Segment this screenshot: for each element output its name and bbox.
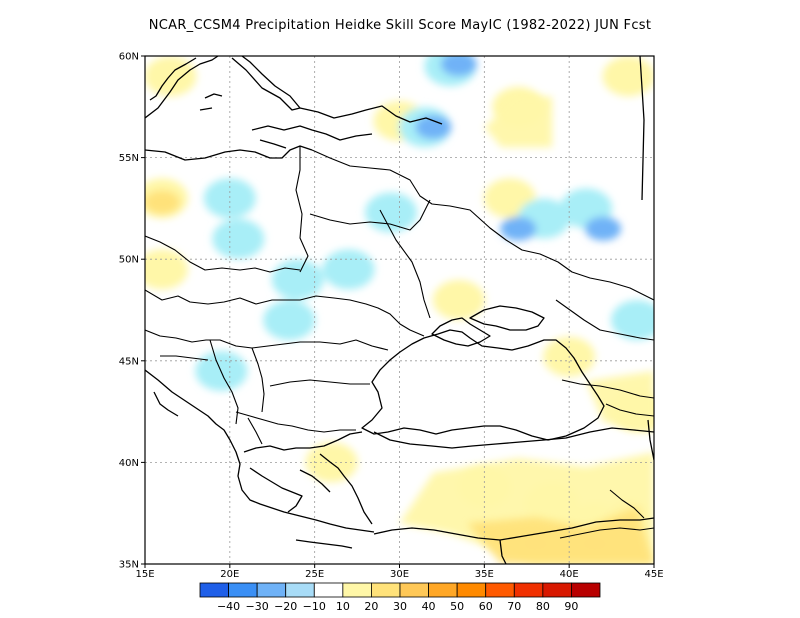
x-tick-label: 25E: [305, 569, 324, 580]
x-tick-label: 45E: [644, 569, 663, 580]
colorbar: −40 −30 −20 −10 10 20 30 40 50 60 70 80 90: [199, 582, 601, 613]
skill-blob: [440, 56, 477, 77]
colorbar-label: 50: [450, 600, 464, 613]
x-tick-label: 15E: [135, 569, 154, 580]
latitude-axis: 60N 55N 50N 45N 40N 35N: [119, 52, 145, 571]
map-title: NCAR_CCSM4 Precipitation Heidke Skill Sc…: [148, 18, 652, 33]
skill-blob: [145, 249, 188, 290]
skill-blob: [203, 178, 256, 219]
skill-blob: [585, 216, 622, 241]
skill-blob: [415, 115, 452, 140]
skill-blob: [263, 300, 316, 341]
skill-blob: [145, 190, 180, 215]
colorbar-swatch: [456, 582, 487, 598]
colorbar-label: −10: [303, 600, 326, 613]
colorbar-label: 90: [564, 600, 578, 613]
skill-region: [586, 371, 654, 432]
colorbar-swatch: [371, 582, 401, 598]
colorbar-label: 70: [507, 600, 521, 613]
skill-blob: [212, 218, 265, 259]
y-tick-label: 35N: [119, 560, 139, 571]
skill-blob: [365, 192, 418, 233]
y-tick-label: 40N: [119, 458, 139, 469]
colorbar-swatch: [513, 582, 544, 598]
x-tick-label: 20E: [220, 569, 239, 580]
skill-shading: [145, 56, 654, 564]
skill-blob: [500, 216, 537, 241]
y-tick-label: 60N: [119, 52, 139, 63]
colorbar-swatch: [342, 582, 372, 598]
x-tick-label: 30E: [390, 569, 409, 580]
x-tick-label: 35E: [475, 569, 494, 580]
colorbar-swatch: [285, 582, 315, 598]
x-tick-label: 40E: [560, 569, 579, 580]
longitude-axis: 15E 20E 25E 30E 35E 40E 45E: [135, 564, 664, 580]
colorbar-label: 60: [479, 600, 493, 613]
colorbar-label: −20: [274, 600, 297, 613]
coastlines: [145, 56, 654, 564]
skill-blob: [322, 249, 375, 290]
colorbar-label: −30: [246, 600, 269, 613]
y-tick-label: 45N: [119, 356, 139, 367]
colorbar-label: 30: [393, 600, 407, 613]
colorbar-swatch: [199, 582, 229, 598]
colorbar-label: 40: [422, 600, 436, 613]
colorbar-label: 80: [536, 600, 550, 613]
colorbar-swatch: [485, 582, 515, 598]
skill-blob: [271, 259, 324, 300]
colorbar-swatch: [571, 582, 601, 598]
colorbar-label: 10: [336, 600, 350, 613]
country-borders: [145, 146, 654, 539]
colorbar-label: −40: [217, 600, 240, 613]
skill-blob: [145, 56, 197, 97]
colorbar-swatch: [313, 582, 344, 598]
colorbar-swatch: [228, 582, 258, 598]
colorbar-swatch: [256, 582, 287, 598]
colorbar-swatch: [542, 582, 572, 598]
y-tick-label: 50N: [119, 255, 139, 266]
colorbar-label: 20: [364, 600, 378, 613]
y-tick-label: 55N: [119, 153, 139, 164]
skill-blob: [432, 279, 485, 320]
colorbar-swatch: [428, 582, 458, 598]
skill-blob: [602, 56, 654, 97]
skill-region: [484, 96, 553, 148]
skill-blob: [611, 300, 654, 341]
colorbar-swatch: [399, 582, 429, 598]
